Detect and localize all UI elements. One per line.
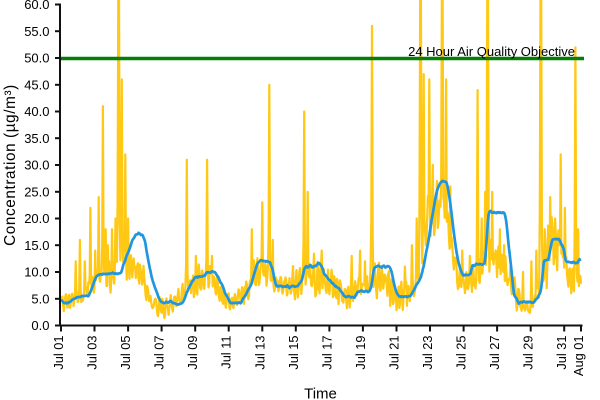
svg-text:Jul 29: Jul 29 (521, 336, 536, 370)
svg-text:5.0: 5.0 (31, 291, 49, 306)
svg-text:24 Hour Air Quality Objective: 24 Hour Air Quality Objective (408, 44, 575, 59)
svg-text:Jul 01: Jul 01 (51, 336, 66, 370)
svg-text:Time: Time (304, 386, 337, 400)
svg-text:30.0: 30.0 (24, 158, 49, 173)
svg-text:10.0: 10.0 (24, 265, 49, 280)
svg-text:35.0: 35.0 (24, 131, 49, 146)
svg-text:Jul 15: Jul 15 (286, 336, 301, 370)
svg-text:20.0: 20.0 (24, 211, 49, 226)
svg-text:0.0: 0.0 (31, 318, 49, 333)
svg-text:Jul 21: Jul 21 (387, 336, 402, 370)
svg-text:55.0: 55.0 (24, 24, 49, 39)
svg-text:Jul 19: Jul 19 (353, 336, 368, 370)
svg-text:Jul 23: Jul 23 (420, 336, 435, 370)
svg-text:45.0: 45.0 (24, 77, 49, 92)
svg-text:Jul 27: Jul 27 (487, 336, 502, 370)
svg-text:25.0: 25.0 (24, 184, 49, 199)
svg-text:40.0: 40.0 (24, 104, 49, 119)
svg-text:Jul 07: Jul 07 (152, 336, 167, 370)
svg-text:Jul 25: Jul 25 (454, 336, 469, 370)
svg-text:Concentration (µg/m³): Concentration (µg/m³) (2, 84, 19, 246)
svg-text:Jul 05: Jul 05 (118, 336, 133, 370)
svg-text:15.0: 15.0 (24, 238, 49, 253)
svg-text:Jul 17: Jul 17 (319, 336, 334, 370)
svg-text:60.0: 60.0 (24, 0, 49, 12)
svg-text:Jul 11: Jul 11 (219, 336, 234, 369)
svg-text:50.0: 50.0 (24, 51, 49, 66)
svg-text:Jul 03: Jul 03 (85, 336, 100, 370)
svg-text:Jul 31: Jul 31 (554, 336, 569, 370)
svg-text:Jul 13: Jul 13 (252, 336, 267, 370)
svg-text:Jul 09: Jul 09 (185, 336, 200, 370)
svg-text:Aug 01: Aug 01 (571, 336, 586, 377)
